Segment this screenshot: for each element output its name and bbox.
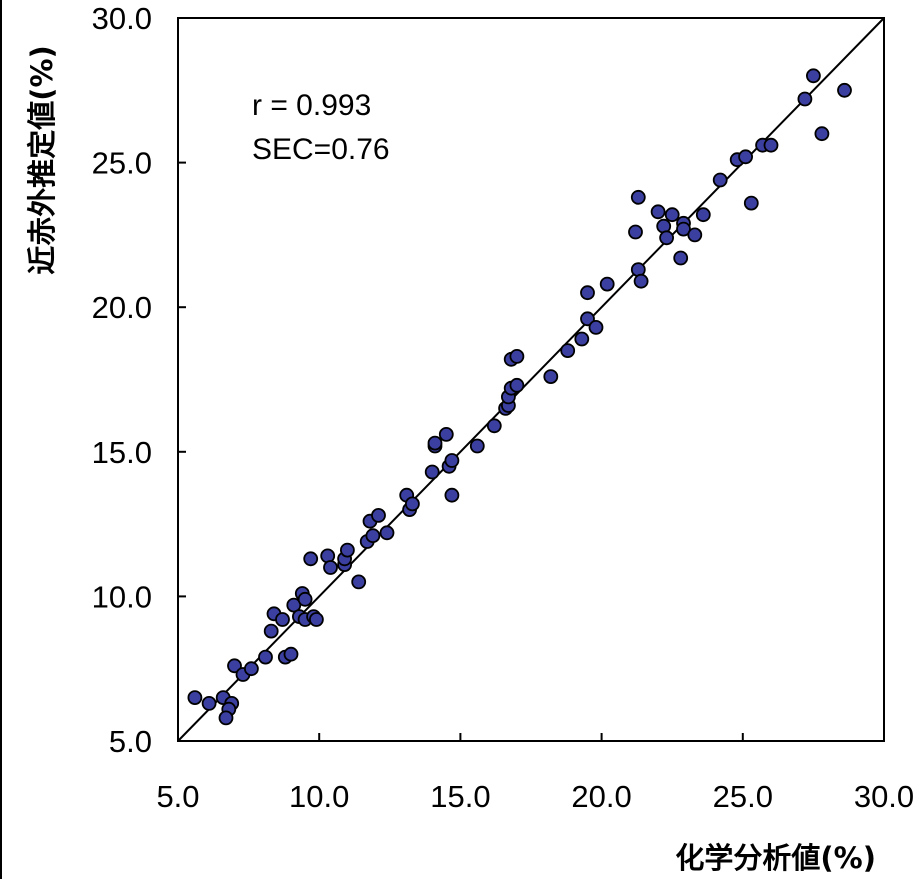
data-point (438, 426, 454, 442)
data-point (673, 250, 689, 266)
data-point (543, 369, 559, 385)
data-point (187, 690, 203, 705)
x-tick-label: 5.0 (156, 779, 199, 814)
y-tick-labels: 5.0 10.0 15.0 20.0 25.0 30.0 (92, 1, 152, 759)
data-point (339, 542, 355, 558)
data-points (187, 68, 852, 726)
data-point (687, 227, 703, 243)
data-point (371, 508, 386, 523)
y-tick-label: 30.0 (92, 1, 152, 36)
y-tick-label: 5.0 (109, 724, 152, 759)
data-point (283, 646, 299, 662)
data-point (599, 276, 615, 292)
data-point (444, 487, 460, 503)
data-point (201, 696, 217, 711)
data-point (509, 348, 525, 364)
data-point (444, 453, 460, 468)
data-point (574, 331, 590, 347)
data-point (218, 710, 234, 726)
data-point (263, 623, 279, 639)
data-point (588, 319, 604, 335)
x-tick-label: 10.0 (289, 779, 349, 814)
data-point (379, 525, 395, 541)
data-point (227, 658, 242, 674)
correlation-annotation: r = 0.993 (252, 89, 371, 122)
data-point (308, 612, 324, 627)
data-point (633, 273, 649, 289)
x-axis-title: 化学分析値(%) (675, 841, 876, 875)
y-tick-label: 25.0 (92, 146, 152, 181)
x-tick-label: 25.0 (713, 779, 773, 814)
sec-annotation: SEC=0.76 (252, 133, 390, 166)
data-point (806, 68, 821, 84)
data-point (738, 149, 753, 165)
data-point (427, 435, 443, 451)
data-point (797, 91, 813, 107)
data-point (763, 137, 779, 153)
plot-area (177, 17, 885, 742)
data-point (630, 189, 646, 205)
data-point (351, 574, 367, 590)
axis-ticks (177, 17, 885, 742)
data-point (275, 612, 290, 627)
data-point (814, 126, 830, 142)
data-point (580, 285, 595, 301)
y-tick-label: 20.0 (92, 290, 152, 325)
data-point (628, 224, 643, 240)
data-point (743, 195, 759, 211)
data-point (695, 207, 711, 223)
x-tick-label: 30.0 (854, 779, 914, 814)
data-point (837, 82, 852, 98)
figure-left-border (0, 0, 2, 879)
data-point (404, 496, 420, 512)
data-point (676, 221, 691, 237)
x-tick-label: 20.0 (571, 779, 631, 814)
data-point (286, 597, 302, 613)
x-tick-labels: 5.0 10.0 15.0 20.0 25.0 30.0 (156, 779, 914, 814)
data-point (323, 560, 338, 575)
data-point (486, 418, 502, 434)
data-point (297, 591, 313, 607)
data-point (650, 204, 666, 220)
data-point (469, 438, 485, 454)
data-point (365, 528, 381, 544)
y-axis-title: 近赤外推定値(%) (25, 45, 59, 275)
data-point (664, 207, 680, 223)
data-point (258, 649, 273, 665)
y-tick-label: 15.0 (92, 435, 152, 470)
data-point (712, 172, 728, 188)
identity-line (177, 17, 885, 742)
x-tick-label: 15.0 (430, 779, 490, 814)
data-point (560, 343, 576, 359)
data-point (424, 464, 440, 480)
data-point (580, 311, 595, 327)
data-point (243, 661, 259, 677)
data-point (303, 551, 319, 567)
data-point (659, 230, 674, 246)
y-tick-label: 10.0 (92, 579, 152, 614)
data-point (509, 377, 525, 393)
